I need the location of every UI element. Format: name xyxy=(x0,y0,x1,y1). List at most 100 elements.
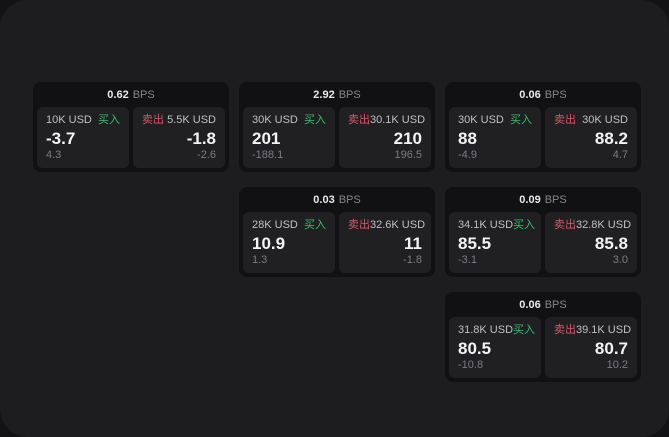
buy-sub-value: 1.3 xyxy=(252,254,268,266)
buy-side-label: 买入 xyxy=(510,114,532,126)
buy-amount: 34.1K USD xyxy=(458,219,514,231)
buy-panel-top: 10K USD 买入 xyxy=(46,114,120,127)
card-header: 0.06 BPS xyxy=(445,82,641,107)
sell-side-label: 卖出 xyxy=(348,114,370,126)
sell-price: -1.8 xyxy=(186,128,216,148)
sell-sub-value: 10.2 xyxy=(606,359,628,371)
card-header: 0.03 BPS xyxy=(239,187,435,212)
card-body: 30K USD 买入 88 -4.9 卖出 30K USD 88.2 4.7 xyxy=(445,107,641,172)
sell-panel-top: 卖出 32.8K USD xyxy=(554,219,632,232)
buy-side-label: 买入 xyxy=(513,219,536,231)
buy-panel-top: 30K USD 买入 xyxy=(252,114,326,127)
bps-unit-label: BPS xyxy=(544,88,567,101)
card-body: 30K USD 买入 201 -188.1 卖出 30.1K USD 210 1… xyxy=(239,107,435,172)
card-header: 0.06 BPS xyxy=(445,292,641,317)
buy-side-label: 买入 xyxy=(304,219,326,231)
buy-sub-value: -10.8 xyxy=(458,359,484,371)
buy-price: -3.7 xyxy=(46,128,76,148)
sell-panel-top: 卖出 30K USD xyxy=(554,114,628,127)
bps-unit-label: BPS xyxy=(132,88,155,101)
buy-amount: 30K USD xyxy=(458,114,504,126)
buy-sub-value: 4.3 xyxy=(46,149,62,161)
sell-side-label: 卖出 xyxy=(348,219,370,231)
sell-price: 210 xyxy=(393,128,422,148)
sell-panel[interactable]: 卖出 30.1K USD 210 196.5 xyxy=(339,107,431,168)
card-body: 31.8K USD 买入 80.5 -10.8 卖出 39.1K USD 80.… xyxy=(445,317,641,382)
buy-sub-value: -4.9 xyxy=(458,149,477,161)
card-body: 28K USD 买入 10.9 1.3 卖出 32.6K USD 11 -1.8 xyxy=(239,212,435,277)
buy-price: 201 xyxy=(252,128,281,148)
sell-side-label: 卖出 xyxy=(142,114,164,126)
sell-panel-top: 卖出 32.6K USD xyxy=(348,219,426,232)
sell-panel[interactable]: 卖出 32.6K USD 11 -1.8 xyxy=(339,212,431,273)
buy-sub-value: -188.1 xyxy=(252,149,284,161)
sell-sub-value: 3.0 xyxy=(612,254,628,266)
sell-panel[interactable]: 卖出 30K USD 88.2 4.7 xyxy=(545,107,637,168)
sell-panel-top: 卖出 39.1K USD xyxy=(554,324,632,337)
buy-panel[interactable]: 30K USD 买入 201 -188.1 xyxy=(243,107,335,168)
bps-value: 0.03 xyxy=(313,193,335,206)
sell-sub-value: 4.7 xyxy=(612,149,628,161)
sell-sub-value: 196.5 xyxy=(394,149,422,161)
card-header: 2.92 BPS xyxy=(239,82,435,107)
sell-amount: 5.5K USD xyxy=(167,114,216,126)
card-header: 0.62 BPS xyxy=(33,82,229,107)
sell-panel[interactable]: 卖出 5.5K USD -1.8 -2.6 xyxy=(133,107,225,168)
sell-panel[interactable]: 卖出 32.8K USD 85.8 3.0 xyxy=(545,212,637,273)
sell-price: 80.7 xyxy=(594,338,628,358)
bps-value: 0.06 xyxy=(519,298,541,311)
card-body: 10K USD 买入 -3.7 4.3 卖出 5.5K USD -1.8 -2.… xyxy=(33,107,229,172)
buy-side-label: 买入 xyxy=(513,324,536,336)
quote-card: 0.06 BPS 31.8K USD 买入 80.5 -10.8 卖出 39.1… xyxy=(445,292,641,382)
buy-panel[interactable]: 28K USD 买入 10.9 1.3 xyxy=(243,212,335,273)
buy-side-label: 买入 xyxy=(98,114,120,126)
buy-amount: 28K USD xyxy=(252,219,298,231)
bps-unit-label: BPS xyxy=(338,193,361,206)
quote-card: 0.06 BPS 30K USD 买入 88 -4.9 卖出 30K USD 8… xyxy=(445,82,641,172)
quote-card: 0.62 BPS 10K USD 买入 -3.7 4.3 卖出 5.5K USD… xyxy=(33,82,229,172)
buy-panel[interactable]: 10K USD 买入 -3.7 4.3 xyxy=(37,107,129,168)
sell-sub-value: -2.6 xyxy=(197,149,216,161)
buy-amount: 10K USD xyxy=(46,114,92,126)
sell-amount: 32.8K USD xyxy=(576,219,632,231)
quote-card: 0.09 BPS 34.1K USD 买入 85.5 -3.1 卖出 32.8K… xyxy=(445,187,641,277)
cards-grid: 0.62 BPS 10K USD 买入 -3.7 4.3 卖出 5.5K USD… xyxy=(33,82,641,382)
buy-amount: 30K USD xyxy=(252,114,298,126)
sell-panel-top: 卖出 5.5K USD xyxy=(142,114,216,127)
quote-card: 2.92 BPS 30K USD 买入 201 -188.1 卖出 30.1K … xyxy=(239,82,435,172)
sell-side-label: 卖出 xyxy=(554,114,576,126)
buy-side-label: 买入 xyxy=(304,114,326,126)
buy-panel-top: 34.1K USD 买入 xyxy=(458,219,536,232)
sell-price: 11 xyxy=(404,233,422,253)
buy-sub-value: -3.1 xyxy=(458,254,477,266)
quote-card: 0.03 BPS 28K USD 买入 10.9 1.3 卖出 32.6K US… xyxy=(239,187,435,277)
sell-price: 88.2 xyxy=(594,128,628,148)
buy-amount: 31.8K USD xyxy=(458,324,514,336)
buy-panel[interactable]: 30K USD 买入 88 -4.9 xyxy=(449,107,541,168)
sell-side-label: 卖出 xyxy=(554,324,576,336)
buy-panel[interactable]: 34.1K USD 买入 85.5 -3.1 xyxy=(449,212,541,273)
bps-unit-label: BPS xyxy=(544,193,567,206)
buy-panel-top: 28K USD 买入 xyxy=(252,219,326,232)
bps-value: 0.62 xyxy=(107,88,129,101)
bps-unit-label: BPS xyxy=(338,88,361,101)
buy-panel-top: 30K USD 买入 xyxy=(458,114,532,127)
bps-value: 0.06 xyxy=(519,88,541,101)
bps-value: 2.92 xyxy=(313,88,335,101)
sell-price: 85.8 xyxy=(594,233,628,253)
buy-price: 80.5 xyxy=(458,338,492,358)
sell-amount: 32.6K USD xyxy=(370,219,426,231)
sell-amount: 30K USD xyxy=(582,114,628,126)
sell-amount: 30.1K USD xyxy=(370,114,426,126)
card-body: 34.1K USD 买入 85.5 -3.1 卖出 32.8K USD 85.8… xyxy=(445,212,641,277)
bps-unit-label: BPS xyxy=(544,298,567,311)
buy-panel[interactable]: 31.8K USD 买入 80.5 -10.8 xyxy=(449,317,541,378)
buy-price: 85.5 xyxy=(458,233,492,253)
sell-amount: 39.1K USD xyxy=(576,324,632,336)
buy-price: 88 xyxy=(458,128,477,148)
card-header: 0.09 BPS xyxy=(445,187,641,212)
buy-price: 10.9 xyxy=(252,233,286,253)
sell-panel[interactable]: 卖出 39.1K USD 80.7 10.2 xyxy=(545,317,637,378)
sell-panel-top: 卖出 30.1K USD xyxy=(348,114,426,127)
